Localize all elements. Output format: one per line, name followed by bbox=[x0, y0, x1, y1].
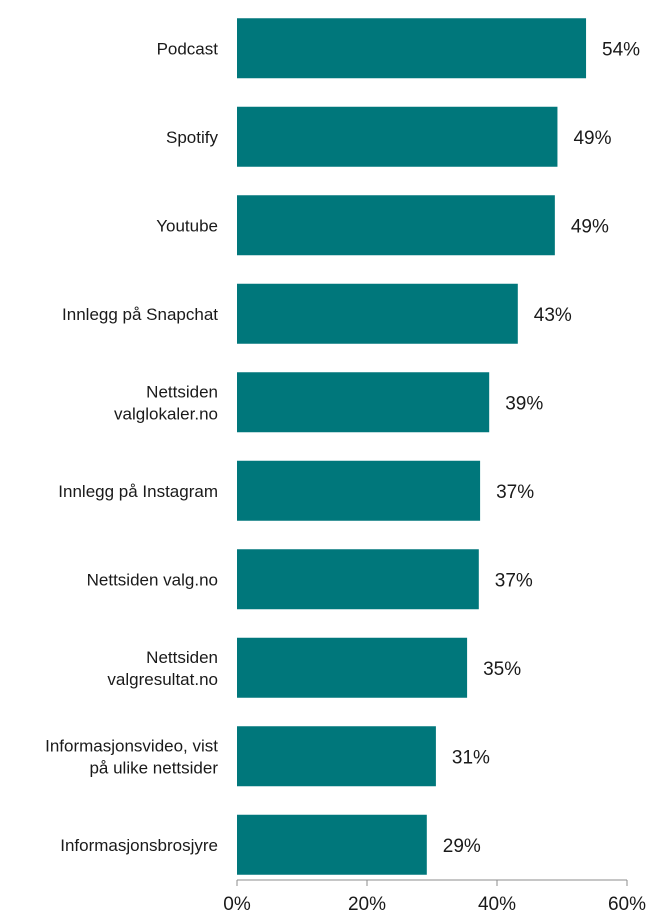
bar-1 bbox=[237, 18, 587, 79]
category-label-3: Youtube bbox=[156, 216, 218, 235]
value-label-10: 29% bbox=[443, 836, 481, 857]
category-label-1: Podcast bbox=[157, 39, 219, 58]
bar-8 bbox=[237, 637, 468, 698]
bar-6 bbox=[237, 460, 481, 521]
value-label-8: 35% bbox=[483, 659, 521, 680]
category-label-line: Youtube bbox=[156, 216, 218, 235]
category-label-line: Innlegg på Instagram bbox=[58, 482, 218, 501]
value-label-6: 37% bbox=[496, 482, 534, 503]
category-label-8: Nettsiden valgresultat.no bbox=[107, 648, 218, 689]
category-label-9: Informasjonsvideo, vist på ulike nettside… bbox=[45, 736, 218, 777]
value-label-3: 49% bbox=[571, 216, 609, 237]
x-tick-label-0: 0% bbox=[223, 894, 251, 915]
category-label-line: Nettsiden bbox=[146, 648, 218, 667]
category-label-line: Spotify bbox=[166, 128, 218, 147]
category-label-line: Nettsiden valg.no bbox=[87, 570, 218, 589]
bar-10 bbox=[237, 814, 427, 875]
category-label-line: valglokaler.no bbox=[114, 404, 218, 423]
category-label-2: Spotify bbox=[166, 128, 218, 147]
value-label-4: 43% bbox=[534, 305, 572, 326]
bar-3 bbox=[237, 195, 555, 256]
category-label-4: Innlegg på Snapchat bbox=[62, 305, 218, 324]
value-label-5: 39% bbox=[505, 393, 543, 414]
category-label-6: Innlegg på Instagram bbox=[58, 482, 218, 501]
value-label-7: 37% bbox=[495, 570, 533, 591]
bar-4 bbox=[237, 283, 518, 344]
value-label-9: 31% bbox=[452, 747, 490, 768]
category-label-line: Nettsiden bbox=[146, 382, 218, 401]
category-label-line: Innlegg på Snapchat bbox=[62, 305, 218, 324]
x-tick-label-2: 40% bbox=[478, 894, 516, 915]
category-label-line: Informasjonsbrosjyre bbox=[60, 836, 218, 855]
category-label-line: valgresultat.no bbox=[107, 670, 218, 689]
category-label-line: på ulike nettsider bbox=[89, 758, 218, 777]
value-label-2: 49% bbox=[573, 128, 611, 149]
value-label-1: 54% bbox=[602, 39, 640, 60]
category-label-10: Informasjonsbrosjyre bbox=[60, 836, 218, 855]
category-label-line: Podcast bbox=[157, 39, 219, 58]
category-label-line: Informasjonsvideo, vist bbox=[45, 736, 218, 755]
bar-9 bbox=[237, 726, 436, 787]
bar-7 bbox=[237, 549, 479, 610]
x-tick-label-3: 60% bbox=[608, 894, 646, 915]
bar-5 bbox=[237, 372, 490, 433]
category-label-7: Nettsiden valg.no bbox=[87, 570, 218, 589]
x-tick-label-1: 20% bbox=[348, 894, 386, 915]
bar-2 bbox=[237, 106, 558, 167]
category-label-5: Nettsiden valglokaler.no bbox=[114, 382, 218, 423]
